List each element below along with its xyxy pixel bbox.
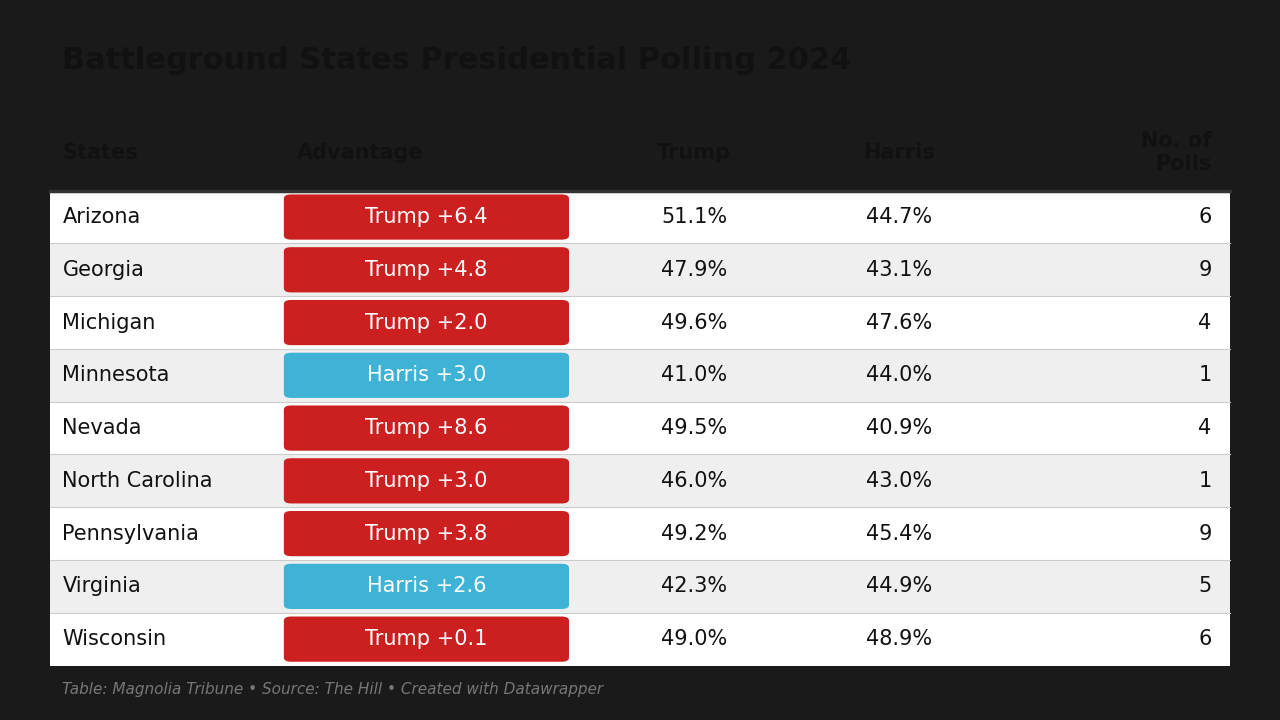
Text: Virginia: Virginia: [63, 577, 141, 596]
Bar: [50, 243, 1230, 296]
Text: 44.0%: 44.0%: [865, 365, 932, 385]
Text: Pennsylvania: Pennsylvania: [63, 523, 200, 544]
Text: North Carolina: North Carolina: [63, 471, 212, 491]
Text: 5: 5: [1198, 577, 1211, 596]
FancyBboxPatch shape: [284, 300, 570, 345]
Text: Trump +0.1: Trump +0.1: [365, 629, 488, 649]
Text: 43.0%: 43.0%: [865, 471, 932, 491]
Text: States: States: [63, 143, 138, 163]
FancyBboxPatch shape: [284, 458, 570, 503]
Text: Advantage: Advantage: [297, 143, 424, 163]
Text: Table: Magnolia Tribune • Source: The Hill • Created with Datawrapper: Table: Magnolia Tribune • Source: The Hi…: [63, 683, 604, 697]
Text: 47.9%: 47.9%: [660, 260, 727, 280]
Text: Harris: Harris: [863, 143, 934, 163]
Text: 45.4%: 45.4%: [865, 523, 932, 544]
Text: Arizona: Arizona: [63, 207, 141, 227]
FancyBboxPatch shape: [284, 353, 570, 398]
Text: Trump: Trump: [657, 143, 731, 163]
Text: 47.6%: 47.6%: [865, 312, 932, 333]
Text: 51.1%: 51.1%: [660, 207, 727, 227]
Text: Trump +3.8: Trump +3.8: [365, 523, 488, 544]
Text: Trump +6.4: Trump +6.4: [365, 207, 488, 227]
Text: Minnesota: Minnesota: [63, 365, 170, 385]
FancyBboxPatch shape: [284, 511, 570, 557]
Text: 1: 1: [1198, 365, 1211, 385]
Text: Michigan: Michigan: [63, 312, 156, 333]
Text: Battleground States Presidential Polling 2024: Battleground States Presidential Polling…: [63, 45, 851, 74]
Bar: [50, 296, 1230, 349]
Text: 1: 1: [1198, 471, 1211, 491]
FancyBboxPatch shape: [284, 405, 570, 451]
FancyBboxPatch shape: [284, 194, 570, 240]
Text: Trump +8.6: Trump +8.6: [365, 418, 488, 438]
Bar: [50, 349, 1230, 402]
Text: Trump +2.0: Trump +2.0: [365, 312, 488, 333]
FancyBboxPatch shape: [284, 616, 570, 662]
Bar: [50, 613, 1230, 665]
FancyBboxPatch shape: [284, 564, 570, 609]
Bar: [50, 454, 1230, 507]
Text: 46.0%: 46.0%: [660, 471, 727, 491]
Bar: [50, 191, 1230, 243]
Text: 44.7%: 44.7%: [865, 207, 932, 227]
Text: Wisconsin: Wisconsin: [63, 629, 166, 649]
Text: 6: 6: [1198, 207, 1211, 227]
Text: Nevada: Nevada: [63, 418, 142, 438]
Text: Trump +4.8: Trump +4.8: [365, 260, 488, 280]
Text: 4: 4: [1198, 418, 1211, 438]
FancyBboxPatch shape: [284, 247, 570, 292]
Bar: [50, 402, 1230, 454]
Text: 48.9%: 48.9%: [865, 629, 932, 649]
Text: 9: 9: [1198, 523, 1211, 544]
Bar: [50, 560, 1230, 613]
Text: 40.9%: 40.9%: [865, 418, 932, 438]
Text: Trump +3.0: Trump +3.0: [365, 471, 488, 491]
Text: Georgia: Georgia: [63, 260, 145, 280]
Text: 6: 6: [1198, 629, 1211, 649]
Text: 49.5%: 49.5%: [660, 418, 727, 438]
Text: Harris +2.6: Harris +2.6: [366, 577, 486, 596]
Text: 49.2%: 49.2%: [660, 523, 727, 544]
Text: Harris +3.0: Harris +3.0: [367, 365, 486, 385]
Text: 43.1%: 43.1%: [865, 260, 932, 280]
Text: 9: 9: [1198, 260, 1211, 280]
Text: 49.0%: 49.0%: [660, 629, 727, 649]
Text: 41.0%: 41.0%: [660, 365, 727, 385]
Text: 44.9%: 44.9%: [865, 577, 932, 596]
Text: No. of
Polls: No. of Polls: [1142, 131, 1211, 174]
Text: 49.6%: 49.6%: [660, 312, 727, 333]
Bar: [50, 507, 1230, 560]
Text: 4: 4: [1198, 312, 1211, 333]
Text: 42.3%: 42.3%: [660, 577, 727, 596]
